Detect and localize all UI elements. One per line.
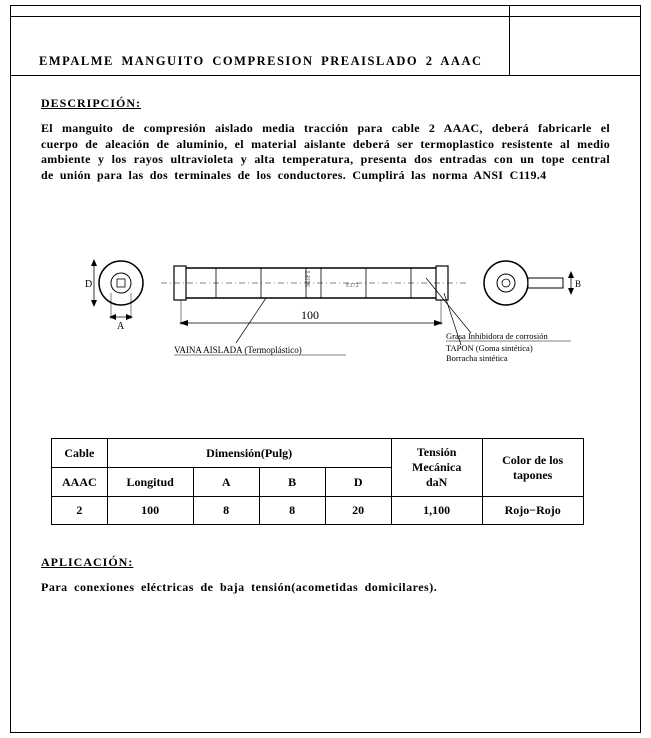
- td-cable: 2: [52, 497, 108, 525]
- header-top-band: [11, 6, 640, 17]
- th-B: B: [259, 468, 325, 497]
- td-A: 8: [193, 497, 259, 525]
- th-longitud: Longitud: [107, 468, 193, 497]
- th-color: Color de los tapones: [482, 439, 583, 497]
- document-frame: EMPALME MANGUITO COMPRESION PREAISLADO 2…: [10, 5, 641, 733]
- table-data-row: 2 100 8 8 20 1,100 Rojo−Rojo: [52, 497, 584, 525]
- description-body: El manguito de compresión aislado media …: [41, 121, 610, 183]
- table-header-row-1: Cable Dimensión(Pulg) Tensión Mecánica d…: [52, 439, 584, 468]
- application-heading: APLICACIÓN:: [41, 555, 610, 570]
- header-right-cell: [509, 17, 640, 75]
- label-tapon: TAPON (Goma sintética): [446, 343, 533, 353]
- left-end-view: D A: [85, 259, 143, 332]
- splice-diagram-svg: D A: [66, 233, 586, 393]
- td-D: 20: [325, 497, 391, 525]
- th-cable-sub: AAAC: [52, 468, 108, 497]
- th-cable: Cable: [52, 439, 108, 468]
- dim-label-B: B: [575, 279, 581, 289]
- th-tension: Tensión Mecánica daN: [391, 439, 482, 497]
- technical-diagram: D A: [41, 233, 610, 398]
- dim-label-A: A: [117, 321, 125, 332]
- td-longitud: 100: [107, 497, 193, 525]
- dim-length-100: 100: [301, 308, 319, 322]
- svg-text:E172: E172: [346, 283, 359, 289]
- title-band: EMPALME MANGUITO COMPRESION PREAISLADO 2…: [11, 17, 640, 76]
- td-color: Rojo−Rojo: [482, 497, 583, 525]
- application-body: Para conexiones eléctricas de baja tensi…: [41, 580, 610, 595]
- header-right-cell-top: [509, 6, 640, 16]
- svg-text:MJPT: MJPT: [304, 270, 312, 288]
- content-area: DESCRIPCIÓN: El manguito de compresión a…: [11, 76, 640, 605]
- spec-table: Cable Dimensión(Pulg) Tensión Mecánica d…: [51, 438, 584, 525]
- dim-label-D: D: [85, 279, 92, 290]
- th-D: D: [325, 468, 391, 497]
- spec-table-wrap: Cable Dimensión(Pulg) Tensión Mecánica d…: [51, 438, 610, 525]
- label-vaina: VAINA AISLADA (Termoplástico): [174, 345, 302, 355]
- th-A: A: [193, 468, 259, 497]
- td-B: 8: [259, 497, 325, 525]
- document-title: EMPALME MANGUITO COMPRESION PREAISLADO 2…: [39, 54, 483, 69]
- td-tension: 1,100: [391, 497, 482, 525]
- label-borracha: Borracha sintética: [446, 353, 508, 363]
- right-end-view: B: [484, 261, 581, 305]
- label-grasa: Grasa Inhibidora de corrosión: [446, 331, 548, 341]
- description-heading: DESCRIPCIÓN:: [41, 96, 610, 111]
- th-dimension: Dimensión(Pulg): [107, 439, 391, 468]
